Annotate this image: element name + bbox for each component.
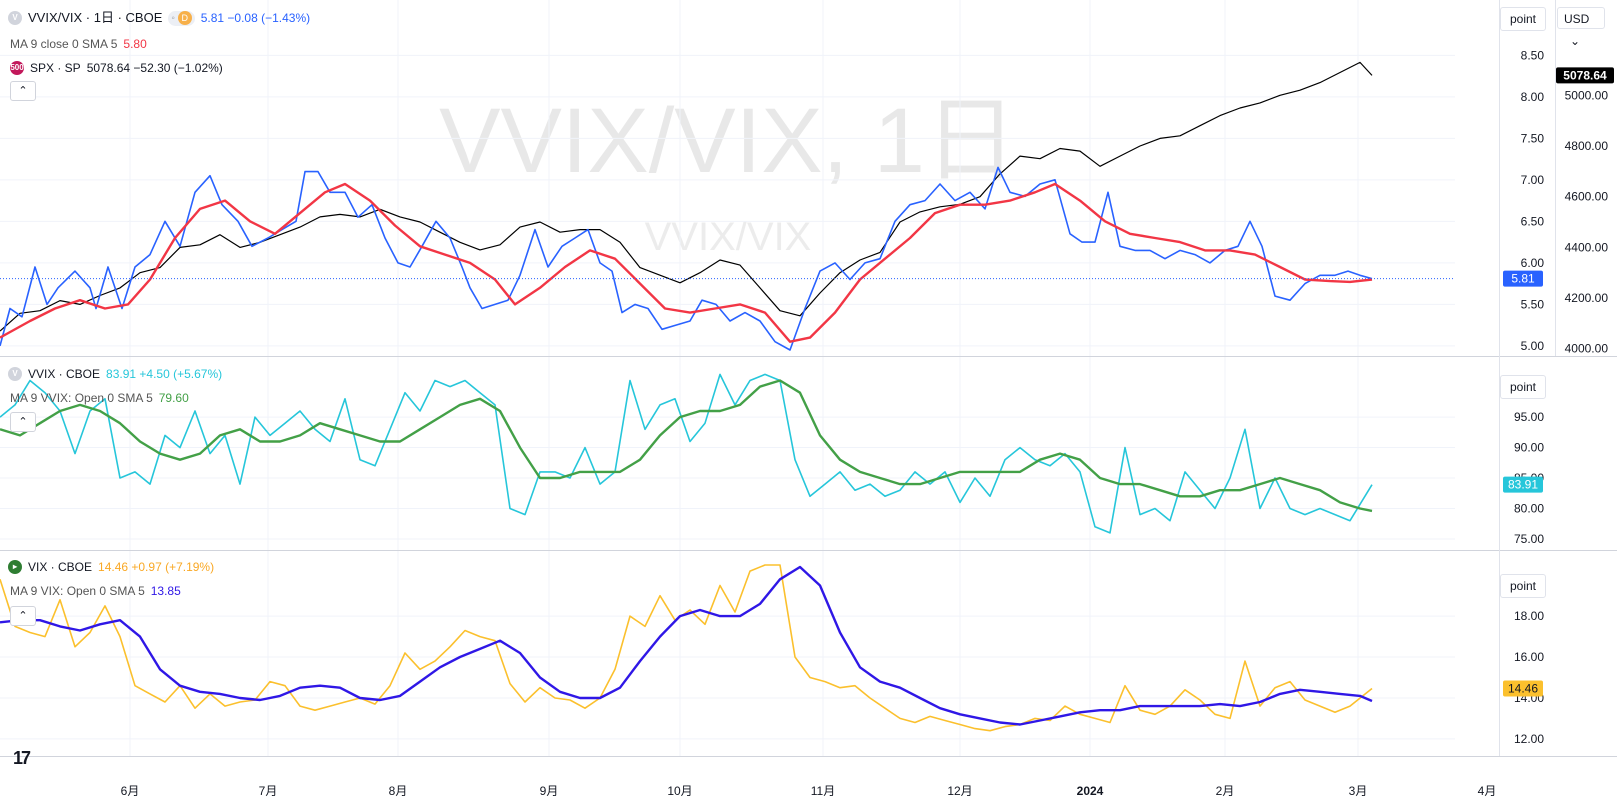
x-tick-label: 7月 bbox=[259, 784, 278, 798]
x-tick-label: 11月 bbox=[811, 784, 835, 798]
main-symbol-values: 5.81 −0.08 (−1.43%) bbox=[200, 11, 311, 25]
x-tick-label: 9月 bbox=[540, 784, 559, 798]
timeframe-badge: D bbox=[177, 10, 192, 25]
y2-tick-label: 4800.00 bbox=[1565, 139, 1609, 153]
y-tick-label: 7.50 bbox=[1521, 131, 1545, 145]
x-tick-label: 2024 bbox=[1077, 784, 1104, 798]
symbol-logo-icon: V bbox=[8, 11, 22, 25]
x-tick-label: 8月 bbox=[389, 784, 408, 798]
y-tick-label: 8.50 bbox=[1521, 48, 1545, 62]
x-tick-label: 2月 bbox=[1216, 784, 1235, 798]
vix-collapse-button[interactable]: ⌃ bbox=[10, 606, 36, 626]
y2-tick-label: 4600.00 bbox=[1565, 190, 1609, 204]
series-line-spx bbox=[0, 61, 1373, 332]
main-ma-value: 5.80 bbox=[123, 37, 147, 51]
y-tick-label: 7.00 bbox=[1521, 173, 1545, 187]
spx-label: SPX · SP bbox=[30, 61, 81, 75]
vix-ma-legend[interactable]: MA 9 VIX: Open 0 SMA 5 13.85 bbox=[10, 583, 181, 599]
main-legend-title-row: V VVIX/VIX · 1日 · CBOE ◦ D 5.81 −0.08 (−… bbox=[8, 10, 310, 26]
series-line-vix_ma bbox=[0, 565, 1373, 726]
last-value-label: 14.46 bbox=[1508, 682, 1538, 696]
main-scale-mode-button[interactable]: point bbox=[1500, 7, 1546, 31]
secondary-last-value-label: 5078.64 bbox=[1563, 68, 1607, 82]
y2-tick-label: 5000.00 bbox=[1565, 88, 1609, 102]
x-tick-label: 3月 bbox=[1349, 784, 1368, 798]
pane-0-series bbox=[0, 61, 1373, 351]
vix-values: 14.46 +0.97 (+7.19%) bbox=[98, 560, 215, 574]
series-line-vvix bbox=[0, 373, 1373, 534]
y-tick-label: 5.00 bbox=[1521, 339, 1545, 353]
currency-label: USD bbox=[1564, 12, 1590, 26]
y-tick-label: 16.00 bbox=[1514, 650, 1544, 664]
y-tick-label: 75.00 bbox=[1514, 532, 1544, 546]
x-tick-label: 6月 bbox=[121, 784, 140, 798]
main-ma-label: MA 9 close 0 SMA 5 bbox=[10, 37, 118, 51]
pane-1-series bbox=[0, 373, 1373, 534]
x-tick-label: 4月 bbox=[1478, 784, 1497, 798]
y-tick-label: 6.50 bbox=[1521, 214, 1545, 228]
vvix-ma-legend[interactable]: MA 9 VVIX: Open 0 SMA 5 79.60 bbox=[10, 390, 189, 406]
y-tick-label: 90.00 bbox=[1514, 441, 1544, 455]
vix-scale-mode-button[interactable]: point bbox=[1500, 574, 1546, 598]
vix-ma-label: MA 9 VIX: Open 0 SMA 5 bbox=[10, 584, 145, 598]
y-tick-label: 95.00 bbox=[1514, 410, 1544, 424]
y2-tick-label: 4400.00 bbox=[1565, 240, 1609, 254]
y-tick-label: 5.50 bbox=[1521, 297, 1545, 311]
last-value-label: 83.91 bbox=[1508, 478, 1538, 492]
y2-tick-label: 4200.00 bbox=[1565, 291, 1609, 305]
series-line-ratio_ma bbox=[0, 182, 1373, 343]
last-value-badge bbox=[1503, 270, 1543, 287]
vvix-values: 83.91 +4.50 (+5.67%) bbox=[106, 367, 223, 381]
vvix-ma-value: 79.60 bbox=[158, 391, 189, 405]
watermark-small-text: VVIX/VIX bbox=[645, 215, 812, 259]
series-line-ratio bbox=[0, 166, 1373, 351]
y-tick-label: 8.00 bbox=[1521, 90, 1545, 104]
secondary-last-value-badge bbox=[1556, 67, 1614, 84]
pane-2-series bbox=[0, 564, 1373, 732]
watermark-big-text: VVIX/VIX, 1日 bbox=[439, 90, 1017, 192]
last-value-badge bbox=[1503, 680, 1543, 697]
currency-select[interactable]: USD ⌄ bbox=[1557, 7, 1605, 48]
y-tick-label: 80.00 bbox=[1514, 501, 1544, 515]
vix-legend-title-row: ▸ VIX · CBOE 14.46 +0.97 (+7.19%) bbox=[8, 559, 214, 575]
main-symbol-title[interactable]: VVIX/VIX · 1日 · CBOE bbox=[28, 10, 163, 25]
vvix-ma-label: MA 9 VVIX: Open 0 SMA 5 bbox=[10, 391, 153, 405]
last-value-badge bbox=[1503, 476, 1543, 493]
last-value-label: 5.81 bbox=[1511, 272, 1535, 286]
y2-tick-label: 4000.00 bbox=[1565, 342, 1609, 356]
timeframe-pill[interactable]: ◦ D bbox=[168, 10, 195, 26]
series-line-vvix_ma bbox=[0, 379, 1373, 513]
vvix-symbol-title[interactable]: VVIX · CBOE bbox=[28, 367, 101, 381]
vvix-collapse-button[interactable]: ⌃ bbox=[10, 412, 36, 432]
vix-ma-value: 13.85 bbox=[150, 584, 181, 598]
chevron-down-icon: ⌄ bbox=[1570, 34, 1581, 48]
main-ma-legend[interactable]: MA 9 close 0 SMA 5 5.80 bbox=[10, 36, 147, 52]
vix-logo-icon: ▸ bbox=[8, 560, 22, 574]
vvix-scale-mode-button[interactable]: point bbox=[1500, 375, 1546, 399]
x-tick-label: 10月 bbox=[667, 784, 692, 798]
y-tick-label: 6.00 bbox=[1521, 256, 1545, 270]
vvix-legend-title-row: V VVIX · CBOE 83.91 +4.50 (+5.67%) bbox=[8, 366, 222, 382]
y-tick-label: 18.00 bbox=[1514, 609, 1544, 623]
collapse-legend-button[interactable]: ⌃ bbox=[10, 81, 36, 101]
y-tick-label: 12.00 bbox=[1514, 732, 1544, 746]
x-tick-label: 12月 bbox=[947, 784, 972, 798]
vix-symbol-title[interactable]: VIX · CBOE bbox=[28, 560, 93, 574]
vvix-logo-icon: V bbox=[8, 367, 22, 381]
spx-legend[interactable]: 500 SPX · SP 5078.64 −52.30 (−1.02%) bbox=[10, 60, 223, 76]
spx-values: 5078.64 −52.30 (−1.02%) bbox=[86, 61, 223, 75]
tradingview-logo-icon[interactable]: 17 bbox=[13, 748, 31, 768]
spx-logo-icon: 500 bbox=[10, 61, 24, 75]
